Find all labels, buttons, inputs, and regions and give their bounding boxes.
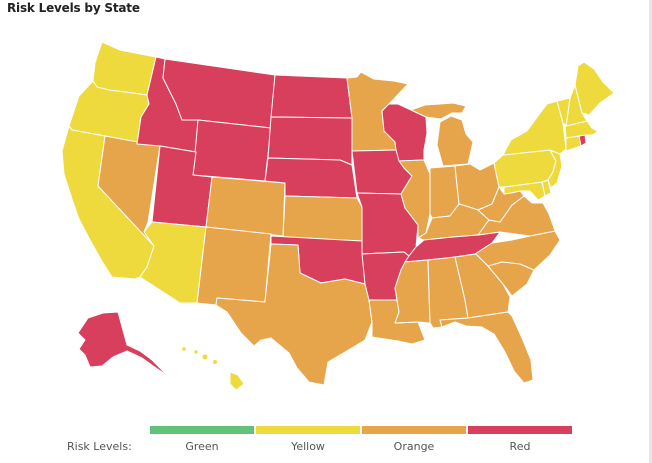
state-ct[interactable]	[565, 135, 582, 152]
state-mi[interactable]	[410, 102, 474, 167]
legend-item-orange[interactable]: Orange	[362, 426, 466, 453]
us-risk-map	[61, 41, 615, 391]
state-nd[interactable]	[270, 74, 353, 119]
chart-title: Risk Levels by State	[7, 1, 140, 15]
legend-swatch-orange	[362, 426, 466, 434]
legend-label: Risk Levels:	[67, 440, 132, 453]
state-wy[interactable]	[192, 119, 272, 182]
legend-item-yellow[interactable]: Yellow	[256, 426, 360, 453]
state-sd[interactable]	[267, 116, 353, 166]
state-tx[interactable]	[215, 243, 373, 386]
state-ma[interactable]	[564, 120, 599, 139]
state-fl[interactable]	[439, 311, 534, 384]
state-wi[interactable]	[381, 103, 428, 162]
legend-item-green[interactable]: Green	[150, 426, 254, 453]
state-me[interactable]	[574, 61, 615, 116]
legend-item-red[interactable]: Red	[468, 426, 572, 453]
state-az[interactable]	[139, 221, 207, 304]
state-nj[interactable]	[547, 149, 563, 189]
state-wa[interactable]	[92, 41, 157, 96]
legend-text-green: Green	[185, 440, 219, 453]
state-il[interactable]	[398, 159, 431, 239]
state-co[interactable]	[205, 176, 286, 237]
legend-swatch-red	[468, 426, 572, 434]
state-ks[interactable]	[282, 195, 363, 242]
legend-swatch-green	[150, 426, 254, 434]
state-hi[interactable]	[181, 346, 245, 391]
panel-border	[649, 0, 652, 463]
state-ak[interactable]	[77, 311, 169, 377]
legend-swatch-yellow	[256, 426, 360, 434]
state-nc[interactable]	[474, 230, 561, 271]
state-ny[interactable]	[502, 100, 567, 156]
legend-text-red: Red	[509, 440, 531, 453]
state-nm[interactable]	[196, 226, 272, 306]
legend-text-orange: Orange	[393, 440, 435, 453]
legend-text-yellow: Yellow	[291, 440, 325, 453]
